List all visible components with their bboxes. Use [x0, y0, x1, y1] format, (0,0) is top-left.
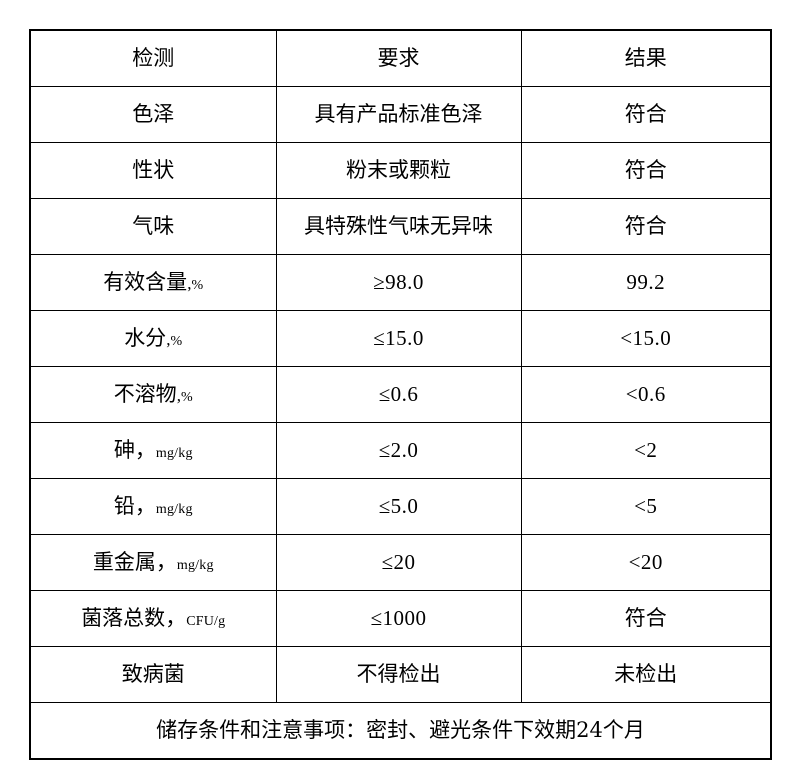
cell-requirement: ≤20: [275, 534, 522, 591]
item-unit: %: [170, 334, 183, 350]
cell-requirement: ≥98.0: [275, 254, 522, 311]
column-header-1: 检测: [29, 29, 277, 87]
item-unit-separator: ,: [176, 386, 181, 406]
table-body: 检测 要求 结果 色泽 具有产品标准色泽 符合 性状 粉末或颗粒 符合 气味 具特殊性气味无异味 符合…: [29, 29, 772, 760]
cell-item: 气味: [29, 198, 277, 255]
item-unit-separator: ，: [165, 606, 187, 631]
cell-item: 重金属，mg/kg: [29, 534, 277, 591]
item-unit: mg/kg: [176, 558, 214, 574]
item-label: 性状: [132, 158, 175, 183]
item-label: 水分: [124, 326, 167, 351]
cell-result: 符合: [520, 198, 772, 255]
cell-result: 99.2: [520, 254, 772, 311]
cell-requirement: 粉末或颗粒: [275, 142, 522, 199]
cell-item: 砷，mg/kg: [29, 422, 277, 479]
specification-table-container: 检测 要求 结果 色泽 具有产品标准色泽 符合 性状 粉末或颗粒 符合 气味 具特殊性气味无异味 符合…: [29, 29, 772, 760]
column-header-2: 要求: [275, 29, 522, 87]
item-label: 菌落总数: [81, 606, 166, 631]
cell-requirement: ≤15.0: [275, 310, 522, 367]
item-unit-separator: ,: [187, 274, 192, 294]
table-row: 致病菌 不得检出 未检出: [29, 646, 772, 703]
table-row: 有效含量,% ≥98.0 99.2: [29, 254, 772, 311]
cell-result: 未检出: [520, 646, 772, 703]
item-label: 色泽: [132, 102, 175, 127]
item-unit: mg/kg: [155, 502, 193, 518]
table-row: 性状 粉末或颗粒 符合: [29, 142, 772, 199]
cell-item: 不溶物,%: [29, 366, 277, 423]
item-label: 有效含量: [103, 270, 188, 295]
specification-table: 检测 要求 结果 色泽 具有产品标准色泽 符合 性状 粉末或颗粒 符合 气味 具特殊性气味无异味 符合…: [29, 29, 772, 760]
cell-requirement: ≤0.6: [275, 366, 522, 423]
item-label: 气味: [132, 214, 175, 239]
item-unit-separator: ，: [134, 494, 156, 519]
table-row: 不溶物,% ≤0.6 <0.6: [29, 366, 772, 423]
item-label: 不溶物: [113, 382, 177, 407]
cell-item: 水分,%: [29, 310, 277, 367]
cell-requirement: 具有产品标准色泽: [275, 86, 522, 143]
cell-result: <20: [520, 534, 772, 591]
table-row: 色泽 具有产品标准色泽 符合: [29, 86, 772, 143]
cell-requirement: 不得检出: [275, 646, 522, 703]
cell-result: <5: [520, 478, 772, 535]
table-row: 砷，mg/kg ≤2.0 <2: [29, 422, 772, 479]
table-header-row: 检测 要求 结果: [29, 29, 772, 87]
cell-item: 菌落总数，CFU/g: [29, 590, 277, 647]
cell-item: 性状: [29, 142, 277, 199]
cell-requirement: 具特殊性气味无异味: [275, 198, 522, 255]
cell-result: 符合: [520, 86, 772, 143]
item-unit: CFU/g: [186, 614, 226, 630]
item-unit: %: [191, 278, 204, 294]
cell-item: 铅，mg/kg: [29, 478, 277, 535]
cell-requirement: ≤5.0: [275, 478, 522, 535]
table-row: 铅，mg/kg ≤5.0 <5: [29, 478, 772, 535]
item-label: 铅: [113, 494, 135, 519]
cell-result: <15.0: [520, 310, 772, 367]
item-label: 砷: [113, 438, 135, 463]
table-row: 菌落总数，CFU/g ≤1000 符合: [29, 590, 772, 647]
footer-note-row: 储存条件和注意事项：密封、避光条件下效期24个月: [29, 702, 772, 760]
cell-result: <0.6: [520, 366, 772, 423]
cell-item: 致病菌: [29, 646, 277, 703]
cell-result: 符合: [520, 590, 772, 647]
item-unit: mg/kg: [155, 446, 193, 462]
item-label: 致病菌: [121, 662, 185, 687]
column-header-3: 结果: [520, 29, 772, 87]
item-unit-separator: ,: [166, 330, 171, 350]
table-row: 重金属，mg/kg ≤20 <20: [29, 534, 772, 591]
cell-result: <2: [520, 422, 772, 479]
cell-item: 色泽: [29, 86, 277, 143]
cell-result: 符合: [520, 142, 772, 199]
item-label: 重金属: [92, 550, 156, 575]
cell-requirement: ≤2.0: [275, 422, 522, 479]
cell-item: 有效含量,%: [29, 254, 277, 311]
item-unit: %: [180, 390, 193, 406]
table-row: 水分,% ≤15.0 <15.0: [29, 310, 772, 367]
storage-conditions-note: 储存条件和注意事项：密封、避光条件下效期24个月: [29, 702, 772, 760]
cell-requirement: ≤1000: [275, 590, 522, 647]
table-row: 气味 具特殊性气味无异味 符合: [29, 198, 772, 255]
item-unit-separator: ，: [155, 550, 177, 575]
item-unit-separator: ，: [134, 438, 156, 463]
